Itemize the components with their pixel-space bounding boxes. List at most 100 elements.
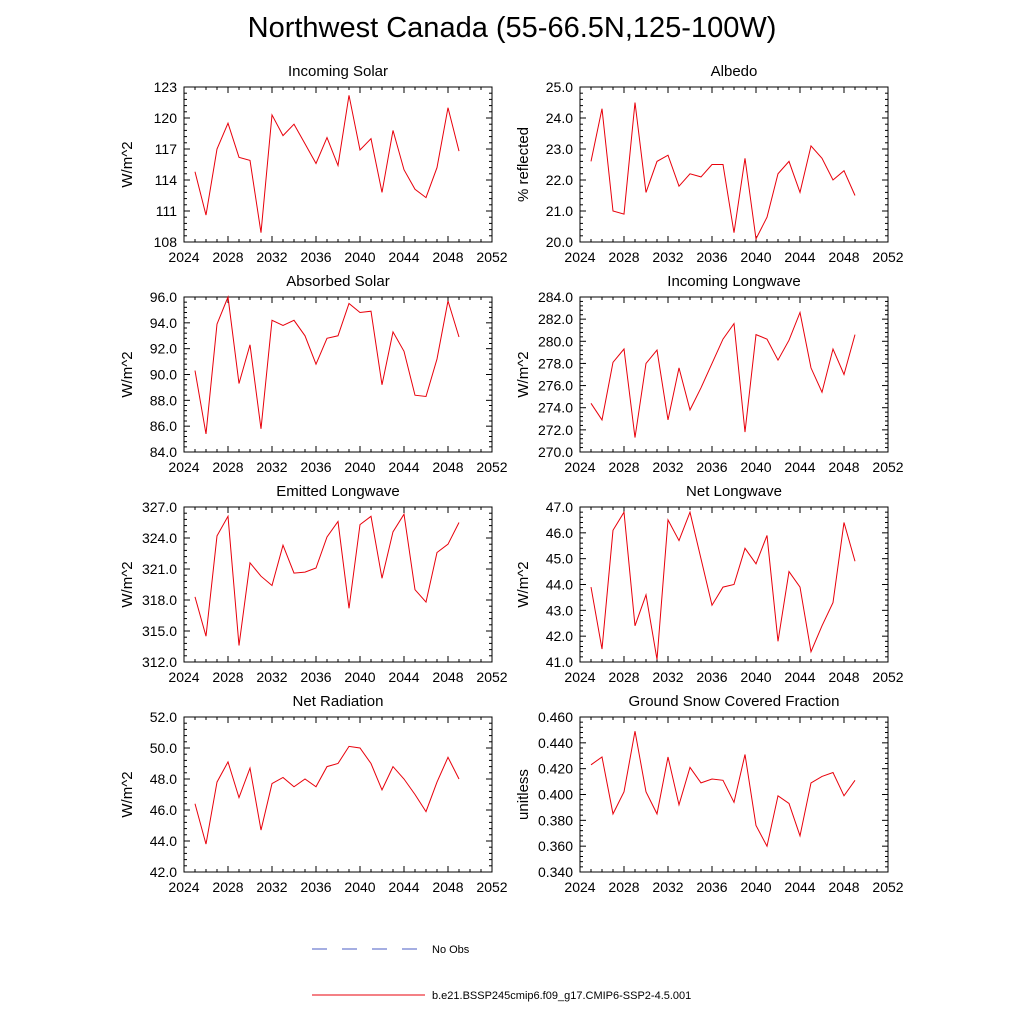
series-line xyxy=(590,510,856,660)
panel-title: Ground Snow Covered Fraction xyxy=(629,693,840,710)
plot-frame xyxy=(579,296,889,453)
x-tick-label: 2052 xyxy=(872,879,903,895)
x-tick-label: 2036 xyxy=(696,459,727,475)
plot-frame xyxy=(183,716,493,873)
y-tick-label: 25.0 xyxy=(546,79,573,95)
x-tick-label: 2044 xyxy=(388,249,419,265)
x-tick-label: 2028 xyxy=(212,459,243,475)
y-tick-label: 88.0 xyxy=(150,392,177,408)
y-axis-label: W/m^2 xyxy=(119,561,136,607)
x-tick-label: 2044 xyxy=(784,249,815,265)
x-tick-label: 2036 xyxy=(696,669,727,685)
x-tick-label: 2052 xyxy=(872,669,903,685)
x-tick-label: 2036 xyxy=(696,879,727,895)
y-tick-label: 120 xyxy=(154,110,178,126)
y-tick-label: 48.0 xyxy=(150,771,177,787)
x-tick-label: 2028 xyxy=(608,669,639,685)
series-line xyxy=(590,731,856,848)
x-tick-label: 2044 xyxy=(784,459,815,475)
y-tick-label: 114 xyxy=(155,172,178,188)
y-tick-label: 22.0 xyxy=(546,172,573,188)
chart-panel-3: Absorbed Solar W/m^2 2024 2028 2032 2036 2040 2… xyxy=(119,273,508,475)
x-tick-label: 2040 xyxy=(344,459,375,475)
chart-panel-2: Albedo % reflected 2024 2028 2032 2036 2040 204… xyxy=(515,63,904,265)
plot-frame xyxy=(579,86,889,243)
y-axis-label: unitless xyxy=(515,769,532,820)
y-tick-label: 52.0 xyxy=(150,709,177,725)
y-tick-label: 0.400 xyxy=(538,787,573,803)
y-tick-label: 270.0 xyxy=(538,444,573,460)
y-tick-label: 42.0 xyxy=(546,628,573,644)
series-line xyxy=(194,295,460,434)
x-tick-label: 2024 xyxy=(564,669,595,685)
x-tick-label: 2032 xyxy=(256,459,287,475)
x-tick-label: 2040 xyxy=(740,249,771,265)
x-tick-label: 2032 xyxy=(652,459,683,475)
x-tick-label: 2044 xyxy=(784,879,815,895)
y-tick-label: 282.0 xyxy=(538,311,573,327)
y-tick-label: 20.0 xyxy=(546,234,573,250)
x-tick-label: 2028 xyxy=(608,879,639,895)
y-tick-label: 0.340 xyxy=(538,864,573,880)
x-tick-label: 2024 xyxy=(168,459,199,475)
y-tick-label: 92.0 xyxy=(150,341,177,357)
y-tick-label: 315.0 xyxy=(142,623,177,639)
y-tick-label: 117 xyxy=(155,141,178,157)
x-tick-label: 2048 xyxy=(432,669,463,685)
y-tick-label: 321.0 xyxy=(142,561,177,577)
x-tick-label: 2040 xyxy=(344,249,375,265)
x-tick-label: 2028 xyxy=(608,459,639,475)
y-axis-label: W/m^2 xyxy=(515,561,532,607)
x-tick-label: 2036 xyxy=(300,459,331,475)
x-tick-label: 2024 xyxy=(168,879,199,895)
x-tick-label: 2028 xyxy=(608,249,639,265)
y-tick-label: 21.0 xyxy=(546,203,573,219)
x-tick-label: 2032 xyxy=(256,879,287,895)
y-tick-label: 90.0 xyxy=(150,367,177,383)
x-tick-label: 2040 xyxy=(740,879,771,895)
x-tick-label: 2024 xyxy=(168,249,199,265)
y-tick-label: 0.360 xyxy=(538,838,573,854)
y-tick-label: 312.0 xyxy=(142,654,177,670)
x-tick-label: 2032 xyxy=(652,669,683,685)
x-tick-label: 2036 xyxy=(696,249,727,265)
legend-model-label: b.e21.BSSP245cmip6.f09_g17.CMIP6-SSP2-4.… xyxy=(432,990,691,1002)
series-line xyxy=(194,745,460,845)
panel-title: Emitted Longwave xyxy=(276,483,399,500)
x-tick-label: 2040 xyxy=(740,669,771,685)
panel-title: Net Longwave xyxy=(686,483,782,500)
y-tick-label: 274.0 xyxy=(538,400,573,416)
x-tick-label: 2052 xyxy=(476,669,507,685)
chart-panel-4: Incoming Longwave W/m^2 2024 2028 2032 2036 20… xyxy=(515,273,904,475)
x-tick-label: 2036 xyxy=(300,249,331,265)
figure-title: Northwest Canada (55-66.5N,125-100W) xyxy=(247,12,777,44)
y-tick-label: 0.440 xyxy=(538,735,573,751)
y-axis-label: W/m^2 xyxy=(119,141,136,187)
x-tick-label: 2028 xyxy=(212,879,243,895)
y-tick-label: 272.0 xyxy=(538,422,573,438)
x-tick-label: 2024 xyxy=(168,669,199,685)
x-tick-label: 2048 xyxy=(828,459,859,475)
y-tick-label: 96.0 xyxy=(150,289,177,305)
x-tick-label: 2044 xyxy=(388,879,419,895)
y-tick-label: 42.0 xyxy=(150,864,177,880)
x-tick-label: 2024 xyxy=(564,879,595,895)
x-tick-label: 2040 xyxy=(344,879,375,895)
x-tick-label: 2048 xyxy=(828,879,859,895)
y-tick-label: 327.0 xyxy=(142,499,177,515)
x-tick-label: 2048 xyxy=(432,249,463,265)
y-tick-label: 318.0 xyxy=(142,592,177,608)
y-tick-label: 108 xyxy=(154,234,178,250)
x-tick-label: 2052 xyxy=(476,879,507,895)
x-tick-label: 2048 xyxy=(828,669,859,685)
y-axis-label: W/m^2 xyxy=(119,771,136,817)
y-tick-label: 45.0 xyxy=(546,551,573,567)
x-tick-label: 2044 xyxy=(784,669,815,685)
y-tick-label: 44.0 xyxy=(546,577,573,593)
y-tick-label: 46.0 xyxy=(546,525,573,541)
x-tick-label: 2028 xyxy=(212,669,243,685)
y-tick-label: 123 xyxy=(154,79,178,95)
y-axis-label: W/m^2 xyxy=(119,351,136,397)
panel-title: Absorbed Solar xyxy=(286,273,389,290)
